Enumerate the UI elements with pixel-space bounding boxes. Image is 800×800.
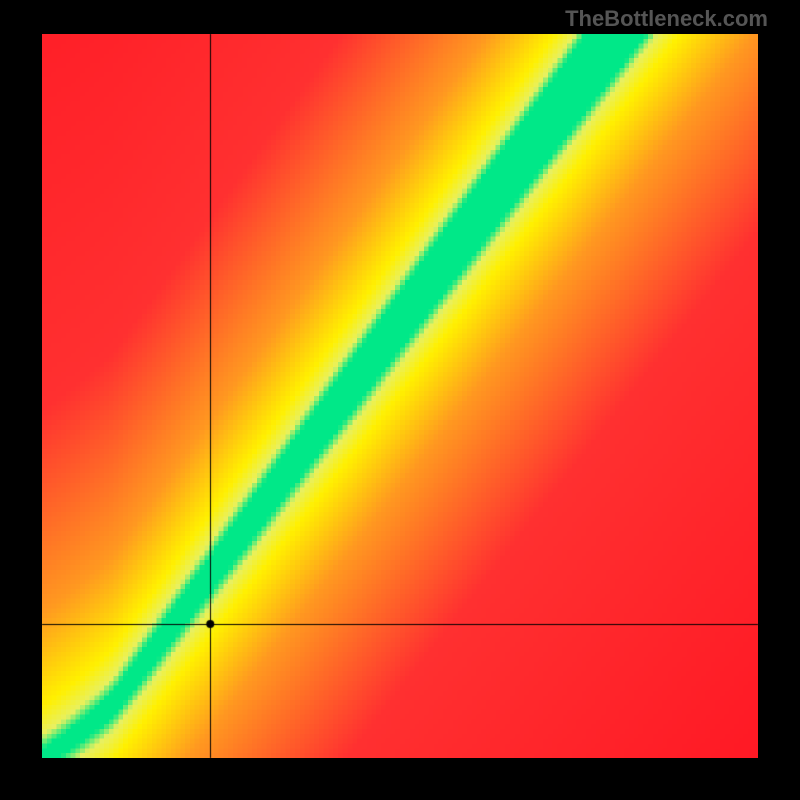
- watermark-text: TheBottleneck.com: [565, 6, 768, 32]
- crosshair-overlay: [0, 0, 800, 800]
- chart-container: { "watermark": { "text": "TheBottleneck.…: [0, 0, 800, 800]
